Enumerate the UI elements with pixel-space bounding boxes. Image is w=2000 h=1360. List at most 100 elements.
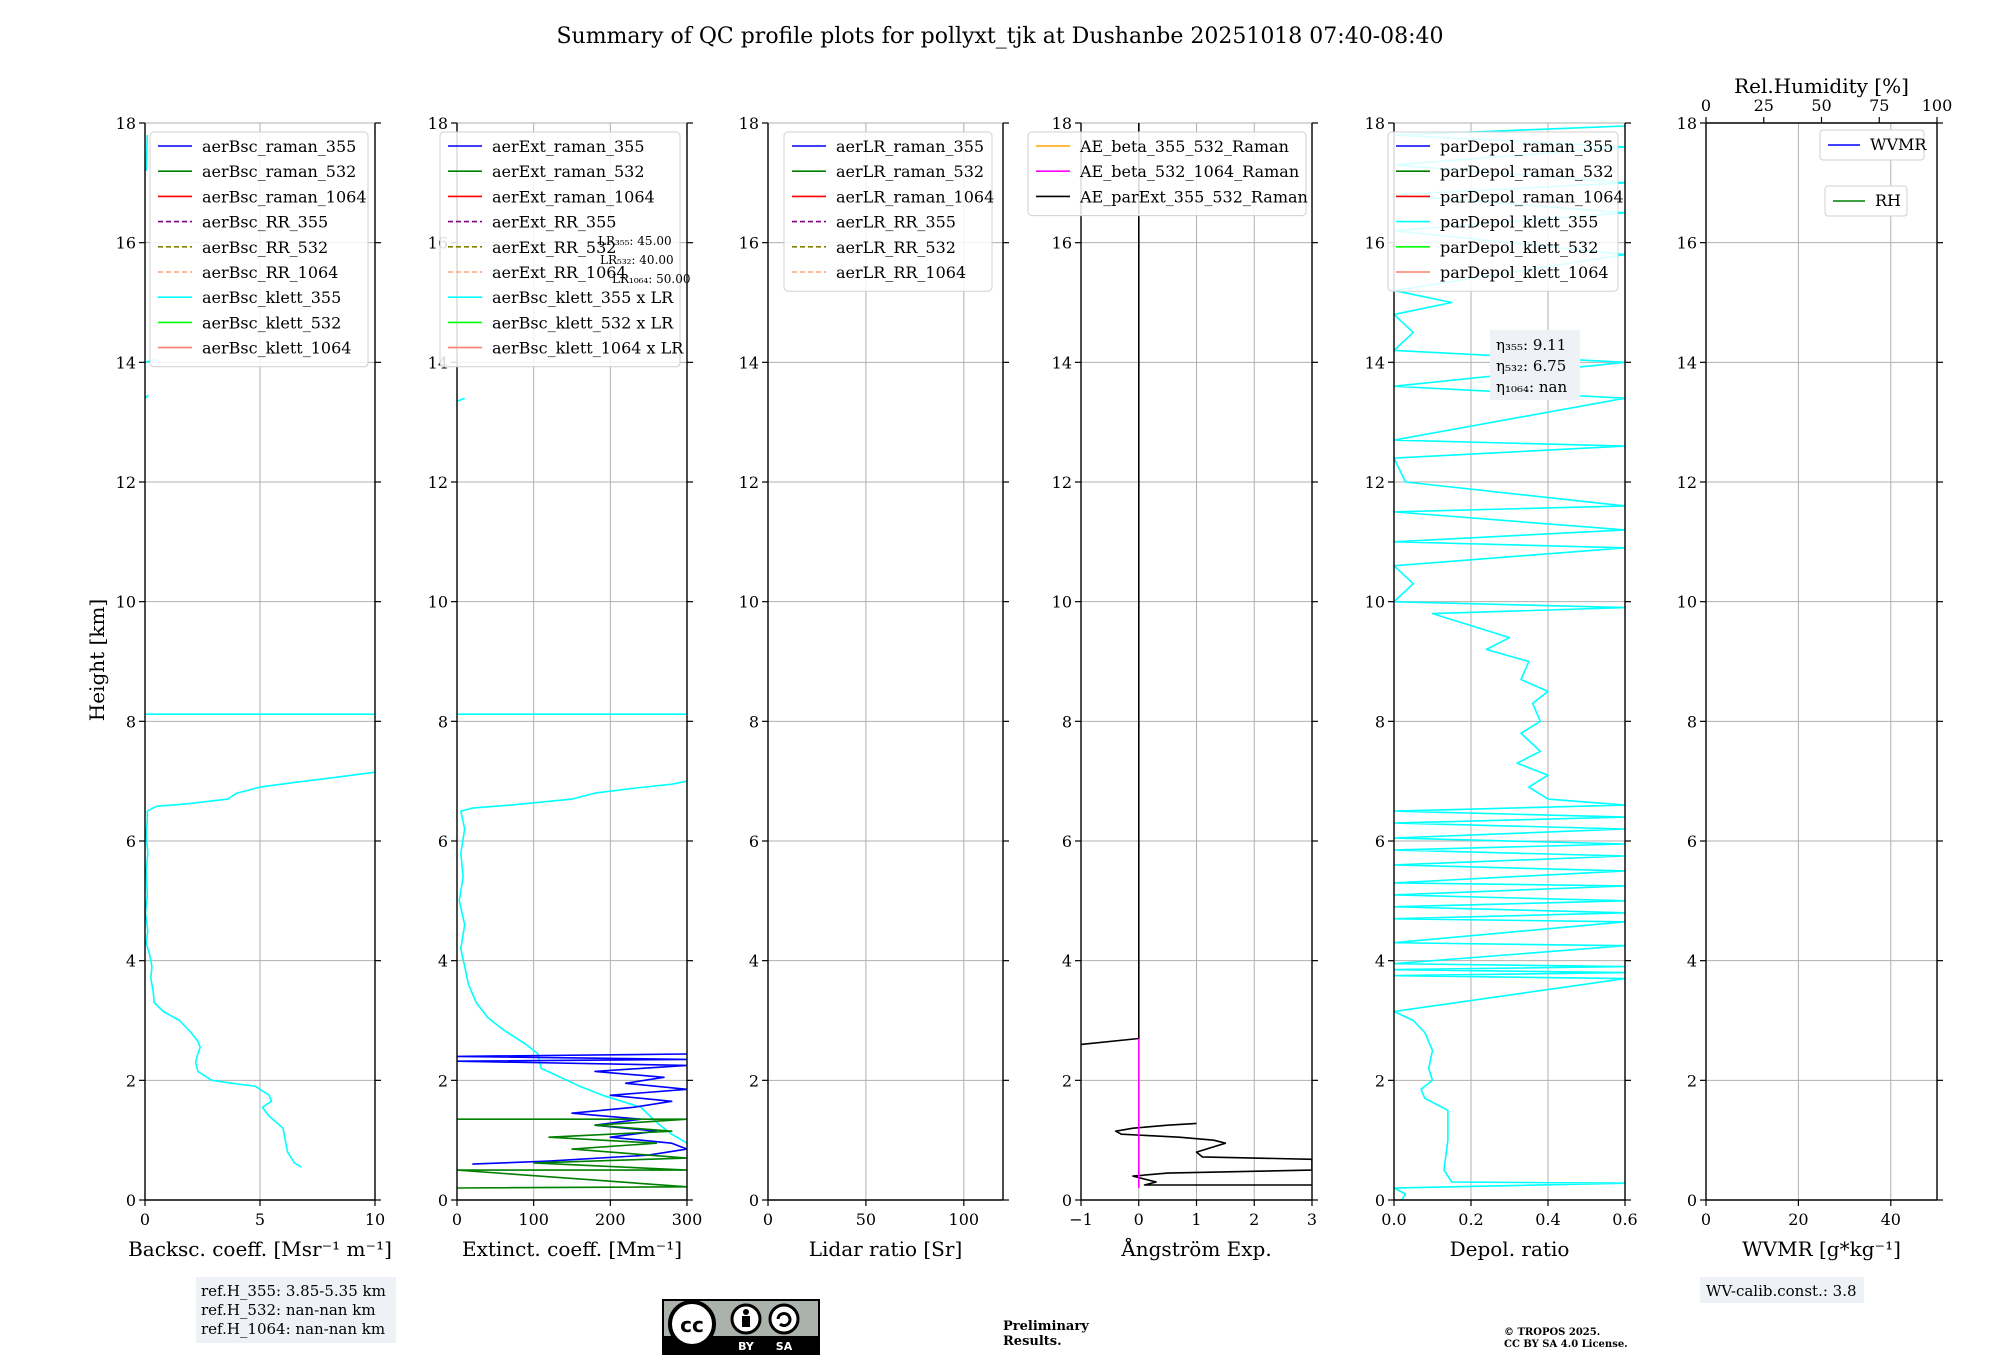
x-tick-label: 0: [1701, 1210, 1711, 1229]
legend-entry: aerExt_RR_1064: [492, 263, 627, 282]
y-tick-label: 16: [739, 234, 759, 253]
x-tick-label: 5: [255, 1210, 265, 1229]
legend: aerBsc_raman_355 aerBsc_raman_532 aerBsc_r…: [149, 131, 369, 368]
y-tick-label: 8: [1062, 712, 1072, 731]
legend-entry: aerExt_RR_355: [492, 213, 616, 232]
top-x-tick-label: 50: [1811, 96, 1831, 115]
legend-entry: aerExt_raman_1064: [492, 187, 655, 206]
y-tick-label: 16: [1365, 234, 1385, 253]
legend-entry: aerBsc_RR_1064: [202, 263, 338, 282]
legend-entry: aerExt_RR_532: [492, 238, 616, 257]
y-tick-label: 6: [1687, 832, 1697, 851]
y-tick-label: 12: [116, 473, 136, 492]
x-axis-label: Extinct. coeff. [Mm⁻¹]: [462, 1237, 682, 1261]
copyright-line-2: CC BY SA 4.0 License.: [1504, 1339, 1628, 1350]
eta-532-label: η₅₃₂: 6.75: [1496, 357, 1566, 375]
legend-entry: aerLR_RR_532: [836, 238, 956, 257]
eta-355-label: η₃₅₅: 9.11: [1496, 336, 1566, 354]
x-tick-label: 1: [1191, 1210, 1201, 1229]
x-tick-label: 2: [1249, 1210, 1259, 1229]
y-tick-label: 16: [116, 234, 136, 253]
legend: WVMR RH: [1819, 129, 1927, 217]
y-tick-label: 14: [1365, 353, 1385, 372]
series-line-aerBsc_klett_355: [145, 134, 149, 171]
y-tick-label: 10: [1365, 593, 1385, 612]
sa-label: SA: [776, 1340, 793, 1353]
panel-1: 0 5 10 0 2 4 6 8 10 12 14 16 18 Backsc. coeff. [Msr⁻¹…: [116, 114, 392, 1261]
y-tick-label: 0: [749, 1191, 759, 1210]
y-tick-label: 10: [116, 593, 136, 612]
series-line-aerBsc_klett_355: [145, 771, 375, 1168]
series-line-aerBsc_klett_355 x LR: [458, 780, 687, 1144]
panel-6: 0 20 40 0 2 4 6 8 10 12 14 16 18 WVMR [g*kg⁻¹] 0 25 50 75…: [1677, 74, 1953, 1261]
legend-entry: aerBsc_klett_1064: [202, 339, 351, 358]
y-tick-label: 18: [116, 114, 136, 133]
top-x-tick-label: 0: [1701, 96, 1711, 115]
series-line-aerBsc_klett_355 x LR: [457, 397, 465, 402]
y-tick-label: 4: [1062, 952, 1072, 971]
legend-entry: aerBsc_klett_532: [202, 313, 341, 332]
y-tick-label: 18: [428, 114, 448, 133]
preliminary-label-1: Preliminary: [1003, 1319, 1089, 1334]
y-tick-label: 6: [1062, 832, 1072, 851]
y-tick-label: 4: [438, 952, 448, 971]
series-group: [1081, 123, 1312, 1188]
y-tick-label: 14: [1677, 353, 1697, 372]
y-tick-label: 12: [428, 473, 448, 492]
x-tick-label: 10: [365, 1210, 385, 1229]
x-tick-label: 200: [595, 1210, 626, 1229]
ref-height-1064: ref.H_1064: nan-nan km: [201, 1320, 385, 1338]
series-group: [145, 134, 375, 1168]
panel-5: 0.0 0.2 0.4 0.6 0 2 4 6 8 10 12 14 16 18 Depol. ratio p…: [1365, 114, 1638, 1261]
y-tick-label: 12: [1677, 473, 1697, 492]
legend-entry: aerBsc_klett_355: [202, 288, 341, 307]
legend: aerLR_raman_355 aerLR_raman_532 aerLR_rama…: [783, 131, 994, 292]
y-tick-label: 0: [1375, 1191, 1385, 1210]
y-tick-label: 12: [739, 473, 759, 492]
reference-height-box: ref.H_355: 3.85-5.35 km ref.H_532: nan-n…: [196, 1277, 396, 1343]
x-tick-label: 20: [1788, 1210, 1808, 1229]
legend-entry: parDepol_raman_532: [1440, 162, 1613, 181]
legend-entry: aerBsc_raman_1064: [202, 187, 367, 206]
legend-entry: aerBsc_raman_532: [202, 162, 356, 181]
y-tick-label: 14: [116, 353, 136, 372]
y-tick-label: 10: [739, 593, 759, 612]
x-tick-label: 0.2: [1458, 1210, 1483, 1229]
top-x-axis-label: Rel.Humidity [%]: [1734, 74, 1909, 98]
by-label: BY: [738, 1340, 755, 1353]
legend-entry: AE_beta_532_1064_Raman: [1079, 162, 1299, 181]
series-line-AE_parExt_355_532_Raman: [1081, 123, 1140, 1046]
legend-entry: parDepol_klett_355: [1440, 213, 1598, 232]
legend-entry: AE_parExt_355_532_Raman: [1079, 187, 1308, 206]
x-axis-label: Ångström Exp.: [1120, 1236, 1271, 1261]
legend-entry: parDepol_raman_1064: [1440, 187, 1624, 206]
legend-box: [149, 131, 369, 368]
y-axis-label: Height [km]: [85, 599, 109, 721]
legend-entry: aerBsc_RR_532: [202, 238, 328, 257]
x-tick-label: 0: [763, 1210, 773, 1229]
legend-box: [1819, 129, 1925, 161]
series-line-AE_parExt_355_532_Raman: [1114, 1122, 1312, 1186]
figure-title: Summary of QC profile plots for pollyxt_…: [556, 24, 1443, 49]
x-tick-label: 100: [949, 1210, 980, 1229]
y-tick-label: 2: [749, 1071, 759, 1090]
y-tick-label: 12: [1052, 473, 1072, 492]
x-tick-label: 0.0: [1381, 1210, 1406, 1229]
y-tick-label: 10: [1677, 593, 1697, 612]
y-tick-label: 10: [428, 593, 448, 612]
x-tick-label: 0: [140, 1210, 150, 1229]
legend-box: [1824, 185, 1908, 217]
legend-entry: aerBsc_raman_355: [202, 137, 356, 156]
y-tick-label: 8: [438, 712, 448, 731]
cc-license-badge: cc BY SA: [662, 1299, 820, 1355]
copyright-line-1: © TROPOS 2025.: [1504, 1327, 1600, 1338]
legend-entry: aerLR_RR_1064: [836, 263, 966, 282]
legend-box: [1027, 131, 1307, 217]
legend-entry: aerBsc_klett_532 x LR: [492, 313, 674, 332]
y-tick-label: 0: [1687, 1191, 1697, 1210]
legend-entry: aerBsc_RR_355: [202, 213, 328, 232]
x-axis-label: Depol. ratio: [1450, 1237, 1570, 1261]
y-tick-label: 2: [1062, 1071, 1072, 1090]
series-line-aerExt_raman_532: [457, 1118, 687, 1189]
